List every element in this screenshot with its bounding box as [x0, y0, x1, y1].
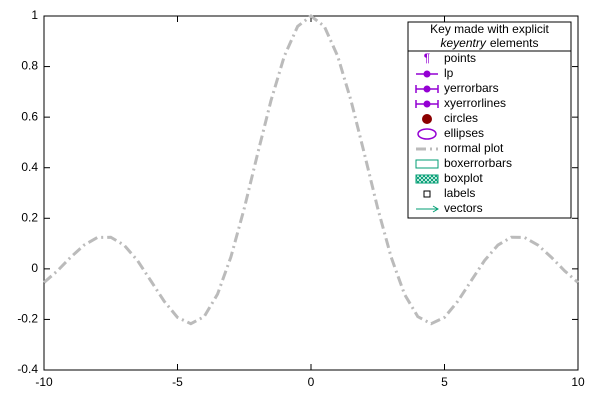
key-point	[423, 70, 431, 78]
y-tick-label: 0.4	[21, 160, 38, 174]
key-square	[423, 190, 431, 198]
key-title: keyentry elements	[440, 36, 538, 50]
y-tick-label: -0.2	[17, 312, 38, 326]
y-tick-label: 0.8	[21, 59, 38, 73]
x-tick-label: 10	[571, 375, 585, 389]
key-title: Key made with explicit	[430, 22, 549, 36]
key-label: boxerrorbars	[444, 156, 512, 170]
key-box-marker	[415, 159, 439, 169]
key-label: lp	[444, 66, 454, 80]
key-label: normal plot	[444, 141, 504, 155]
key-point	[423, 100, 431, 108]
key-point	[423, 85, 431, 93]
key-ellipse	[417, 128, 437, 140]
key-label: labels	[444, 186, 475, 200]
key-label: points	[444, 51, 476, 65]
y-tick-label: 1	[31, 8, 38, 22]
key-label: circles	[444, 111, 478, 125]
x-tick-label: -10	[35, 375, 53, 389]
key-box	[407, 21, 572, 219]
key-hatched	[415, 174, 439, 184]
key-label: ellipses	[444, 126, 484, 140]
x-tick-label: -5	[172, 375, 183, 389]
key-circle	[422, 114, 432, 124]
x-tick-label: 0	[308, 375, 315, 389]
key-label: vectors	[444, 201, 483, 215]
key-title-italic: keyentry	[440, 36, 486, 50]
key-symbol: ¶	[424, 51, 430, 65]
key-arrow	[416, 205, 439, 213]
y-tick-label: 0	[31, 261, 38, 275]
key-title-rest: elements	[490, 36, 539, 50]
key-label: yerrorbars	[444, 81, 499, 95]
y-tick-label: 0.6	[21, 109, 38, 123]
key-label: xyerrorlines	[444, 96, 506, 110]
x-tick-label: 5	[441, 375, 448, 389]
data-line	[43, 14, 579, 326]
key-label: boxplot	[444, 171, 483, 185]
y-tick-label: 0.2	[21, 210, 38, 224]
y-tick-label: -0.4	[17, 362, 38, 376]
